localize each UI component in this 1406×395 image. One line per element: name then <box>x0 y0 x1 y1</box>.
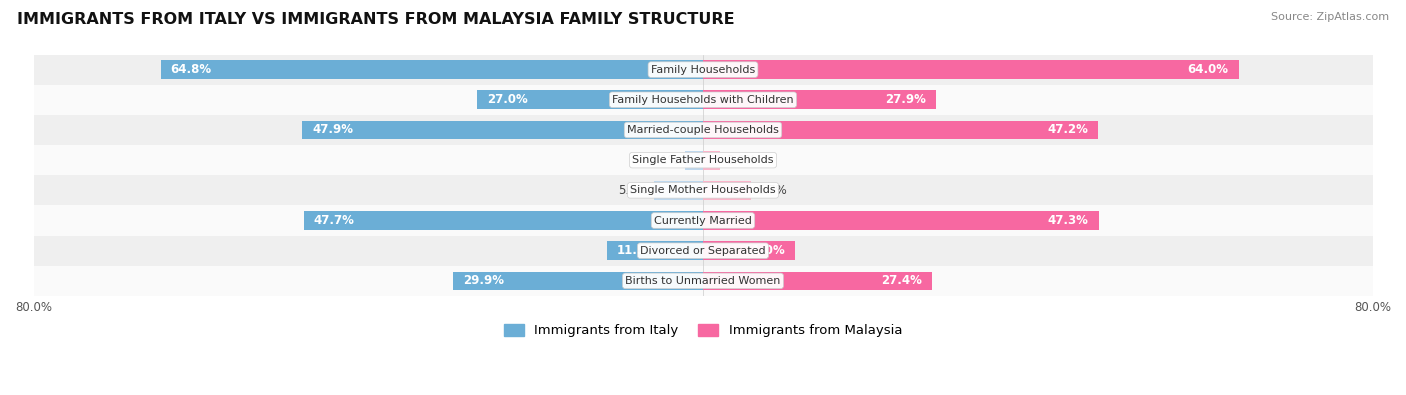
Text: 47.3%: 47.3% <box>1047 214 1088 227</box>
Bar <box>302 120 703 139</box>
Text: 64.0%: 64.0% <box>1188 63 1229 76</box>
Bar <box>703 90 936 109</box>
Text: Source: ZipAtlas.com: Source: ZipAtlas.com <box>1271 12 1389 22</box>
Text: 2.0%: 2.0% <box>727 154 756 167</box>
Legend: Immigrants from Italy, Immigrants from Malaysia: Immigrants from Italy, Immigrants from M… <box>499 318 907 342</box>
Bar <box>703 181 751 200</box>
Bar <box>34 266 1372 296</box>
Bar <box>703 60 1239 79</box>
Text: IMMIGRANTS FROM ITALY VS IMMIGRANTS FROM MALAYSIA FAMILY STRUCTURE: IMMIGRANTS FROM ITALY VS IMMIGRANTS FROM… <box>17 12 734 27</box>
Bar <box>607 241 703 260</box>
Bar <box>703 241 794 260</box>
Bar <box>34 55 1372 85</box>
Text: 2.1%: 2.1% <box>648 154 679 167</box>
Bar <box>703 211 1099 230</box>
Text: 27.4%: 27.4% <box>882 275 922 288</box>
Bar <box>654 181 703 200</box>
Text: Single Mother Households: Single Mother Households <box>630 185 776 196</box>
Bar <box>703 151 720 169</box>
Text: 11.5%: 11.5% <box>617 244 658 257</box>
Text: Births to Unmarried Women: Births to Unmarried Women <box>626 276 780 286</box>
Text: 27.9%: 27.9% <box>886 93 927 106</box>
Text: 5.8%: 5.8% <box>619 184 648 197</box>
Text: 29.9%: 29.9% <box>463 275 503 288</box>
Bar <box>34 205 1372 235</box>
Text: Family Households with Children: Family Households with Children <box>612 95 794 105</box>
Bar <box>34 115 1372 145</box>
Bar <box>304 211 703 230</box>
Text: 47.7%: 47.7% <box>314 214 354 227</box>
Bar <box>34 175 1372 205</box>
Bar <box>686 151 703 169</box>
Bar <box>703 120 1098 139</box>
Bar <box>34 235 1372 266</box>
Text: 27.0%: 27.0% <box>486 93 527 106</box>
Bar <box>160 60 703 79</box>
Bar <box>453 271 703 290</box>
Text: 11.0%: 11.0% <box>744 244 785 257</box>
Text: Currently Married: Currently Married <box>654 216 752 226</box>
Text: 64.8%: 64.8% <box>170 63 212 76</box>
Text: Single Father Households: Single Father Households <box>633 155 773 165</box>
Text: Married-couple Households: Married-couple Households <box>627 125 779 135</box>
Bar <box>34 145 1372 175</box>
Text: 5.7%: 5.7% <box>758 184 787 197</box>
Bar <box>34 85 1372 115</box>
Bar <box>703 271 932 290</box>
Text: 47.2%: 47.2% <box>1047 124 1088 136</box>
Text: Divorced or Separated: Divorced or Separated <box>640 246 766 256</box>
Text: 47.9%: 47.9% <box>312 124 353 136</box>
Text: Family Households: Family Households <box>651 65 755 75</box>
Bar <box>477 90 703 109</box>
